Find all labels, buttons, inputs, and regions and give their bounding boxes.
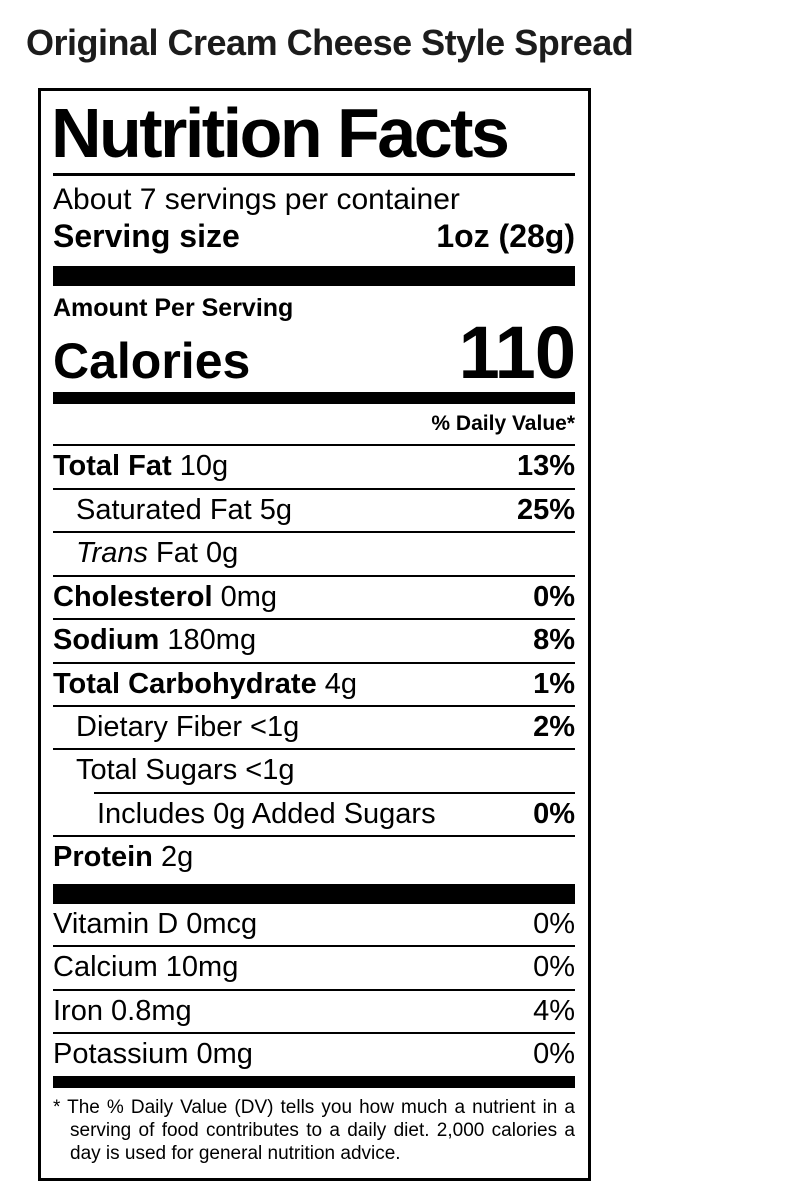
- label-title: Nutrition Facts: [51, 94, 510, 172]
- row-separator: [53, 487, 575, 490]
- nutrient-name: Total Sugars <1g: [76, 754, 295, 787]
- nutrition-facts-label: Nutrition Facts About 7 servings per con…: [38, 88, 591, 1181]
- nutrient-row: Dietary Fiber <1g 2%: [53, 707, 575, 748]
- section-bar-bottom: [53, 1075, 575, 1088]
- micronutrient-name: Potassium 0mg: [53, 1038, 253, 1071]
- nutrient-name: Sodium 180mg: [53, 624, 257, 657]
- section-bar-thick-2: [53, 883, 575, 904]
- micronutrient-name: Vitamin D 0mcg: [53, 907, 258, 940]
- micronutrient-name: Iron 0.8mg: [53, 994, 192, 1027]
- row-separator: [53, 945, 575, 948]
- nutrient-daily-value: 0%: [533, 580, 575, 613]
- nutrient-row: Protein 2g: [53, 837, 575, 878]
- row-separator: [53, 748, 575, 751]
- nutrient-row: Includes 0g Added Sugars 0%: [53, 794, 575, 835]
- daily-value-footnote: * The % Daily Value (DV) tells you how m…: [53, 1096, 575, 1164]
- serving-size-label: Serving size: [53, 217, 240, 254]
- row-separator: [53, 988, 575, 991]
- nutrient-rows: Total Fat 10g 13% Saturated Fat 5g 25% Trans…: [53, 446, 575, 878]
- row-separator: [94, 791, 575, 794]
- nutrient-name: Protein 2g: [53, 841, 194, 874]
- calories-value: 110: [458, 311, 576, 395]
- serving-size-value: 1oz (28g): [436, 217, 575, 254]
- micronutrient-daily-value: 0%: [533, 907, 575, 940]
- micronutrient-row: Vitamin D 0mcg 0%: [53, 904, 575, 945]
- row-separator: [53, 1032, 575, 1035]
- nutrient-daily-value: 1%: [533, 667, 575, 700]
- nutrient-row: Cholesterol 0mg 0%: [53, 577, 575, 618]
- nutrient-name: Cholesterol 0mg: [53, 580, 278, 613]
- row-separator: [53, 661, 575, 664]
- section-bar-medium: [53, 392, 575, 405]
- calories-label: Calories: [53, 333, 251, 390]
- micronutrient-name: Calcium 10mg: [53, 951, 239, 984]
- nutrient-daily-value: 25%: [516, 493, 575, 526]
- nutrient-daily-value: 8%: [533, 624, 575, 657]
- micronutrient-daily-value: 4%: [533, 994, 575, 1027]
- daily-value-header: % Daily Value*: [53, 404, 575, 447]
- nutrient-name: Trans Fat 0g: [76, 537, 239, 570]
- calories-row: Calories 110: [53, 311, 576, 395]
- micronutrient-row: Iron 0.8mg 4%: [53, 991, 575, 1032]
- nutrient-row: Total Sugars <1g: [53, 750, 575, 791]
- micronutrient-rows: Vitamin D 0mcg 0% Calcium 10mg 0% Iron 0.8mg…: [53, 904, 575, 1076]
- title-divider: [53, 173, 575, 177]
- nutrient-name: Total Carbohydrate 4g: [53, 667, 358, 700]
- nutrient-name: Total Fat 10g: [53, 450, 229, 483]
- micronutrient-row: Calcium 10mg 0%: [53, 947, 575, 988]
- nutrient-row: Total Carbohydrate 4g 1%: [53, 664, 575, 705]
- micronutrient-row: Potassium 0mg 0%: [53, 1034, 575, 1075]
- nutrient-daily-value: 13%: [516, 450, 575, 483]
- row-separator: [53, 618, 575, 621]
- row-separator: [53, 705, 575, 708]
- nutrient-row: Trans Fat 0g: [53, 533, 575, 574]
- nutrient-daily-value: 2%: [533, 711, 575, 744]
- nutrient-row: Sodium 180mg 8%: [53, 620, 575, 661]
- micronutrient-daily-value: 0%: [533, 1038, 575, 1071]
- micronutrient-daily-value: 0%: [533, 951, 575, 984]
- nutrient-daily-value: 0%: [533, 797, 575, 830]
- nutrient-row: Total Fat 10g 13%: [53, 446, 575, 487]
- servings-per-container: About 7 servings per container: [53, 183, 460, 217]
- page-title: Original Cream Cheese Style Spread: [26, 22, 634, 63]
- nutrient-name: Saturated Fat 5g: [76, 493, 293, 526]
- row-separator: [53, 574, 575, 577]
- section-bar-thick: [53, 266, 575, 287]
- serving-size-row: Serving size 1oz (28g): [53, 217, 575, 261]
- nutrient-name: Includes 0g Added Sugars: [97, 797, 436, 830]
- nutrient-name: Dietary Fiber <1g: [76, 711, 300, 744]
- row-separator: [53, 531, 575, 534]
- amount-per-serving-label: Amount Per Serving: [53, 294, 294, 323]
- nutrient-row: Saturated Fat 5g 25%: [53, 490, 575, 531]
- row-separator: [53, 835, 575, 838]
